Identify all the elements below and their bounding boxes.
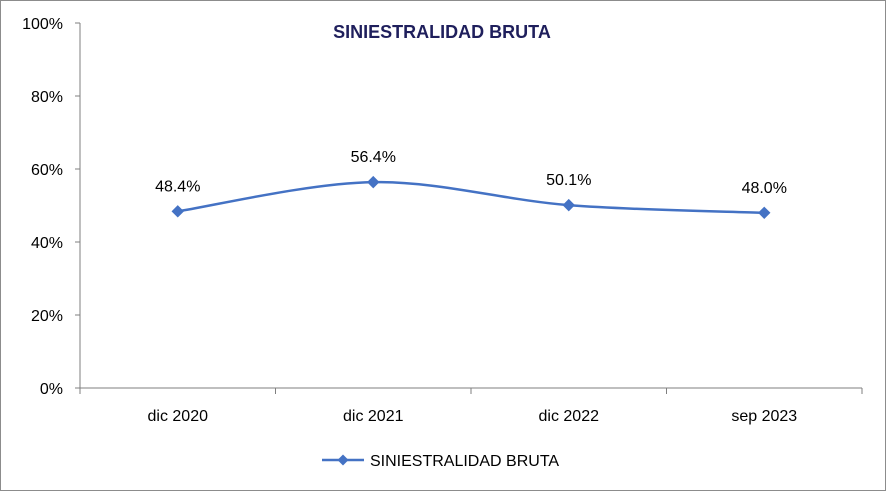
x-tick-label: dic 2022	[539, 408, 600, 425]
x-tick-label: dic 2020	[148, 408, 209, 425]
legend-label: SINIESTRALIDAD BRUTA	[370, 453, 559, 470]
y-tick-label: 60%	[31, 162, 63, 179]
data-label: 48.0%	[742, 180, 787, 197]
data-point-marker	[367, 175, 380, 189]
data-point-marker	[171, 205, 184, 218]
chart-title: SINIESTRALIDAD BRUTA	[333, 22, 551, 42]
x-tick-label: sep 2023	[731, 408, 797, 425]
y-tick-label: 80%	[31, 89, 63, 106]
x-tick-label: dic 2021	[343, 408, 404, 425]
y-tick-label: 0%	[40, 381, 63, 398]
legend: SINIESTRALIDAD BRUTA	[322, 453, 559, 470]
x-ticks: dic 2020 dic 2021 dic 2022 sep 2023	[79, 388, 863, 425]
data-labels: 48.4% 56.4% 50.1% 48.0%	[155, 149, 787, 197]
series-markers	[171, 175, 771, 220]
data-label: 50.1%	[546, 172, 591, 189]
data-point-marker	[758, 206, 771, 220]
legend-marker	[337, 454, 349, 466]
data-point-marker	[562, 198, 575, 212]
y-tick-label: 40%	[31, 235, 63, 252]
y-tick-label: 20%	[31, 308, 63, 325]
data-label: 48.4%	[155, 178, 200, 195]
series-line	[177, 180, 765, 215]
data-label: 56.4%	[351, 149, 396, 166]
y-tick-label: 100%	[22, 16, 63, 33]
y-ticks: 0% 20% 40% 60% 80% 100%	[22, 16, 80, 398]
